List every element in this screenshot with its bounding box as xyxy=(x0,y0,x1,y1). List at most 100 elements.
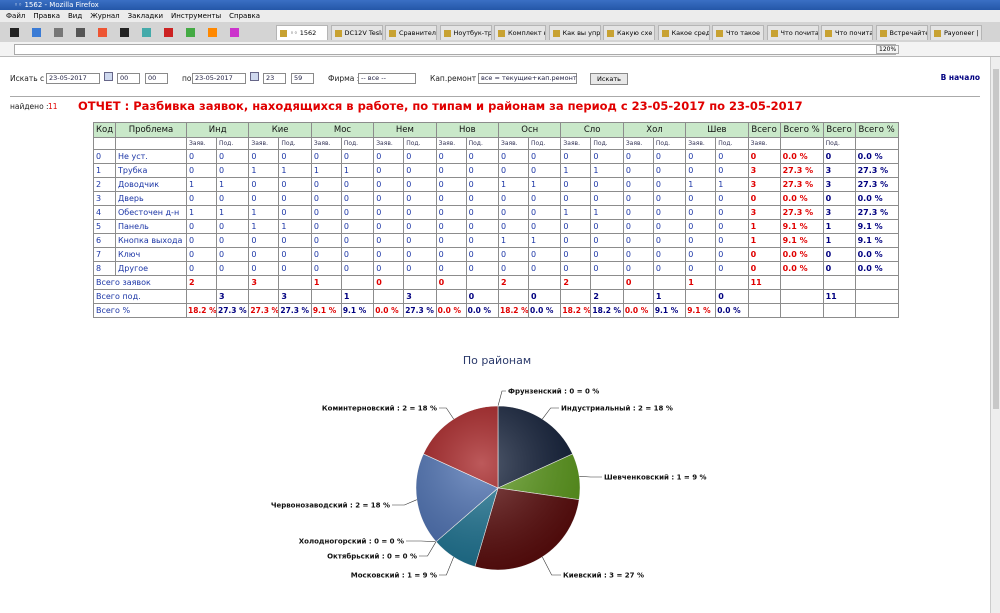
minute-from[interactable]: 00 xyxy=(145,73,168,84)
title-bar: ◦◦ 1562 - Mozilla Firefox xyxy=(0,0,1000,10)
toolbar-icon[interactable] xyxy=(76,28,85,37)
date-from[interactable]: 23-05-2017 xyxy=(46,73,100,84)
tab[interactable]: Что такое xyxy=(712,25,764,40)
data-row: 1 Трубка 0 0 1 1 1 1 0 0 0 0 0 0 1 1 0 0 0 0 3 27.3 % 3 27.3 % xyxy=(93,163,899,178)
value-cell: 0 xyxy=(465,205,500,220)
hour-from[interactable]: 00 xyxy=(117,73,140,84)
scrollbar[interactable] xyxy=(990,57,1000,613)
leader-line xyxy=(542,556,561,576)
menu-item[interactable]: Инструменты xyxy=(171,12,222,20)
leader-line xyxy=(406,540,437,542)
scroll-thumb[interactable] xyxy=(993,69,999,409)
toolbar-icon[interactable] xyxy=(120,28,129,37)
percent-value: 27.3 % xyxy=(278,303,312,318)
hour-to[interactable]: 23 xyxy=(263,73,286,84)
header-row: Код Проблема Инд Кие Мос Нем Нов Осн Сло Хол Шев Вс… xyxy=(93,122,899,138)
tab[interactable]: Payoneer | xyxy=(930,25,982,40)
sub-header: Под. xyxy=(278,137,312,150)
url-bar: 120% xyxy=(0,42,1000,57)
toolbar-icon[interactable] xyxy=(32,28,41,37)
tab[interactable]: Встречайте UN xyxy=(875,25,928,40)
calendar-icon[interactable] xyxy=(104,72,113,81)
tab[interactable]: DC12V Tesla xyxy=(330,25,383,40)
leader-line xyxy=(497,390,506,407)
firm-select[interactable]: -- все -- xyxy=(358,73,416,84)
report-table: Код Проблема Инд Кие Мос Нем Нов Осн Сло Хол Шев Вс… xyxy=(93,122,899,318)
percent-value: 18.2 % xyxy=(590,303,624,318)
percent-value: 0.0 % xyxy=(622,303,654,318)
leader-line xyxy=(392,499,417,506)
tab[interactable]: Что почитат xyxy=(821,25,873,40)
leader-line xyxy=(419,541,437,557)
tab-icon xyxy=(498,30,505,37)
from-label: с xyxy=(40,74,45,83)
toolbar-icon[interactable] xyxy=(164,28,173,37)
tab-icon xyxy=(879,30,887,37)
leader-line xyxy=(439,556,454,576)
slice-label: Киевский : 3 = 27 % xyxy=(563,572,644,580)
tab[interactable]: Ноутбук-тр xyxy=(439,25,492,40)
tab-title: Что почитат xyxy=(835,29,873,37)
tab[interactable]: Комплект н xyxy=(494,25,546,40)
menu-item[interactable]: Правка xyxy=(33,12,60,20)
search-button[interactable]: Искать xyxy=(590,73,628,85)
tab-icon xyxy=(389,30,396,37)
tab[interactable]: Какое сред xyxy=(657,25,710,40)
value-cell: 1 xyxy=(278,219,312,234)
leader-line xyxy=(542,407,559,420)
divider xyxy=(10,96,980,97)
toolbar-icon[interactable] xyxy=(98,28,107,37)
pie-shading xyxy=(416,406,580,570)
to-label: по xyxy=(182,74,192,83)
tab[interactable]: Что почита xyxy=(766,25,819,40)
menu-item[interactable]: Закладки xyxy=(127,12,164,20)
total-header: Всего % xyxy=(779,122,824,138)
toolbar-icon[interactable] xyxy=(54,28,63,37)
slice-label: Фрунзенский : 0 = 0 % xyxy=(508,388,599,396)
data-row: 5 Панель 0 0 1 1 0 0 0 0 0 0 0 0 0 0 0 0 0 0 1 9.1 % 1 9.1 % xyxy=(93,219,899,234)
toolbar-icon[interactable] xyxy=(230,28,239,37)
total-value: 0 xyxy=(528,289,562,304)
slice-label: Холодногорский : 0 = 0 % xyxy=(299,538,404,546)
region-header: Мос xyxy=(310,122,375,138)
menu-item[interactable]: Вид xyxy=(67,12,83,20)
tab-title: Что почита xyxy=(780,29,819,37)
value-cell: 0 xyxy=(215,163,250,178)
toolbar-icon[interactable] xyxy=(10,28,19,37)
tab[interactable]: Какую схе xyxy=(603,25,655,40)
toolbar-icon[interactable] xyxy=(208,28,217,37)
percent-value: 0.0 % xyxy=(528,303,562,318)
menu-item[interactable]: Справка xyxy=(229,12,260,20)
home-link[interactable]: В начало xyxy=(940,73,980,82)
total-percent-row: Всего % 18.2 % 27.3 % 27.3 % 27.3 % 9.1 % 9.1 … xyxy=(93,303,899,318)
value-cell: 0 xyxy=(465,261,500,276)
menu-bar: Файл Правка Вид Журнал Закладки Инструменты Сп… xyxy=(0,10,1000,22)
tab[interactable]: Как вы упр xyxy=(548,25,601,40)
tab-title: Payoneer | xyxy=(944,29,979,37)
tab-title: DC12V Tesla xyxy=(344,29,383,37)
tab-icon xyxy=(607,30,614,37)
tab-icon xyxy=(661,30,669,37)
date-to[interactable]: 23-05-2017 xyxy=(192,73,246,84)
calendar-icon[interactable] xyxy=(250,72,259,81)
window-title: ◦◦ 1562 - Mozilla Firefox xyxy=(14,1,99,9)
value-cell: 0 xyxy=(590,177,624,192)
tab[interactable]: ◦◦ 1562 xyxy=(276,25,328,40)
tab-title: Ноутбук-тр xyxy=(453,29,492,37)
toolbar-icon[interactable] xyxy=(142,28,151,37)
data-row: 3 Дверь 0 0 0 0 0 0 0 0 0 0 0 0 0 0 0 0 0 0 0 0.0 % 0 0.0 % xyxy=(93,191,899,206)
minute-to[interactable]: 59 xyxy=(291,73,314,84)
tab[interactable]: Сравнитель xyxy=(385,25,437,40)
menu-item[interactable]: Журнал xyxy=(90,12,120,20)
tab-title: Сравнитель xyxy=(399,29,437,37)
repair-select[interactable]: все = текущие+кап.ремонт xyxy=(478,73,577,84)
tab-icon xyxy=(334,30,342,37)
menu-item[interactable]: Файл xyxy=(6,12,26,20)
tab-icon xyxy=(552,30,560,37)
toolbar-icon[interactable] xyxy=(186,28,195,37)
zoom-level[interactable]: 120% xyxy=(876,45,900,54)
region-header: Осн xyxy=(498,122,562,138)
tab-title: Комплект н xyxy=(508,29,546,37)
